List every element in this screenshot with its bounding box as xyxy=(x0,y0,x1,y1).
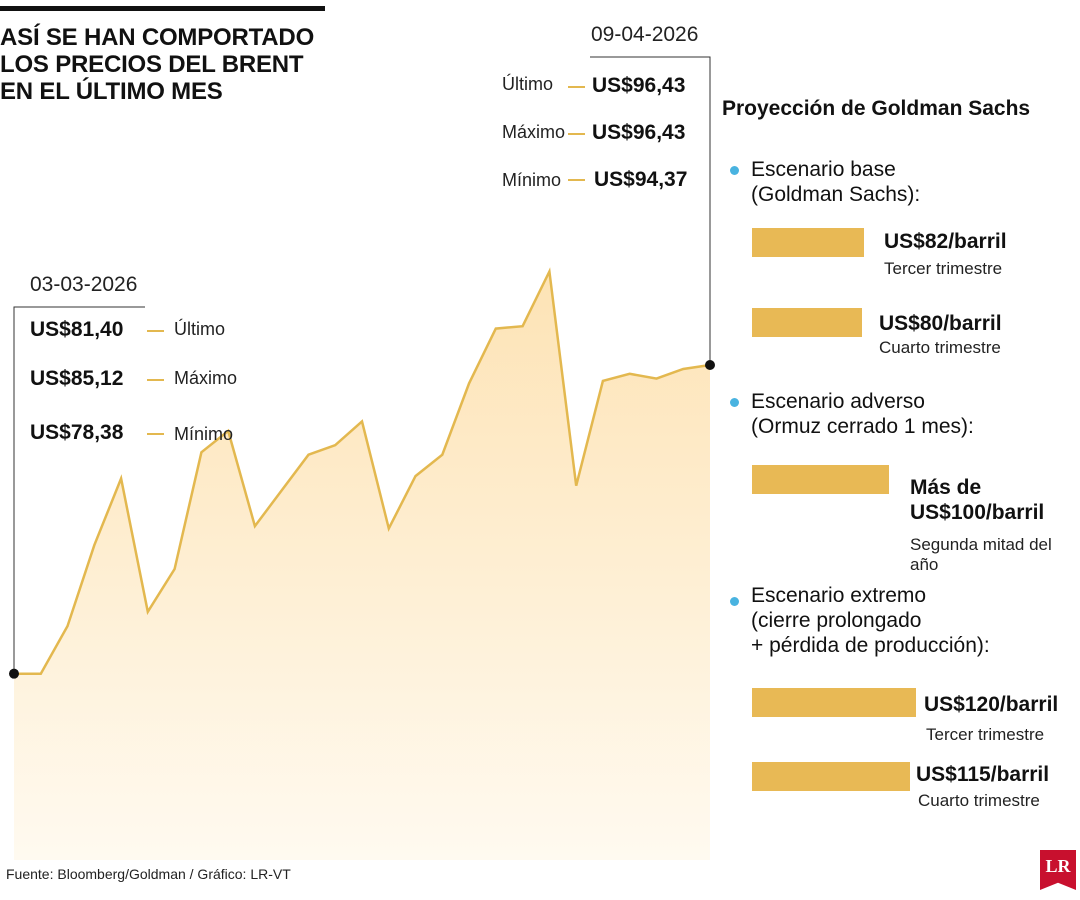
projection-bar xyxy=(752,465,889,494)
scenario-line: Escenario adverso xyxy=(751,390,925,413)
value-line: US$80/barril xyxy=(879,312,1002,335)
stat-tick xyxy=(568,86,585,88)
start-max-label: Máximo xyxy=(174,368,238,388)
title-line: EN EL ÚLTIMO MES xyxy=(0,78,223,105)
projection-bar xyxy=(752,688,916,717)
title-rule xyxy=(0,6,325,11)
start-max-value: US$85,12 xyxy=(30,367,124,390)
start-last-label: Último xyxy=(174,319,226,339)
end-max-value: US$96,43 xyxy=(592,121,686,144)
projection-title: Proyección de Goldman Sachs xyxy=(722,97,1031,120)
end-date: 09-04-2026 xyxy=(591,23,699,46)
scenario-line: (cierre prolongado xyxy=(751,609,922,632)
source-note: Fuente: Bloomberg/Goldman / Gráfico: LR-… xyxy=(6,866,291,882)
scenario-base-text: Escenario base (Goldman Sachs): xyxy=(751,157,920,207)
value-line: US$120/barril xyxy=(924,693,1059,716)
projection-period: Cuarto trimestre xyxy=(879,338,1001,357)
end-max-label: Máximo xyxy=(502,122,566,142)
chart-title: ASÍ SE HAN COMPORTADO LOS PRECIOS DEL BR… xyxy=(0,24,340,105)
end-min-value: US$94,37 xyxy=(594,168,688,191)
projection-period: Segunda mitad del año xyxy=(910,535,1052,574)
stat-tick xyxy=(147,330,164,332)
projection-value: Más de US$100/barril xyxy=(910,475,1044,525)
start-last-value: US$81,40 xyxy=(30,318,124,341)
projection-bar xyxy=(752,228,864,257)
projection-period: Cuarto trimestre xyxy=(918,791,1040,810)
end-last-label: Último xyxy=(502,74,554,94)
scenario-line: + pérdida de producción): xyxy=(751,634,990,657)
start-min-value: US$78,38 xyxy=(30,421,124,444)
scenario-adverse-text: Escenario adverso (Ormuz cerrado 1 mes): xyxy=(751,389,974,439)
title-line: LOS PRECIOS DEL BRENT xyxy=(0,51,304,78)
end-point-marker xyxy=(705,359,715,370)
bullet-icon xyxy=(730,398,739,407)
scenario-line: (Ormuz cerrado 1 mes): xyxy=(751,415,974,438)
projection-bar xyxy=(752,762,910,791)
scenario-extreme-text: Escenario extremo (cierre prolongado + p… xyxy=(751,583,990,658)
price-area xyxy=(14,271,710,860)
projection-value: US$115/barril xyxy=(916,762,1049,787)
price-chart xyxy=(9,56,715,860)
value-line: US$82/barril xyxy=(884,230,1007,253)
end-last-value: US$96,43 xyxy=(592,74,686,97)
start-date: 03-03-2026 xyxy=(30,273,138,296)
scenario-line: (Goldman Sachs): xyxy=(751,183,921,206)
end-min-label: Mínimo xyxy=(502,170,562,190)
projection-period: Tercer trimestre xyxy=(884,259,1003,278)
scenario-line: Escenario extremo xyxy=(751,584,927,607)
projection-value: US$82/barril xyxy=(884,229,1007,254)
end-leader-line xyxy=(590,56,711,365)
projection-value: US$120/barril xyxy=(924,692,1058,717)
projection-period: Tercer trimestre xyxy=(926,725,1045,744)
value-line: US$115/barril xyxy=(916,763,1050,786)
title-line: ASÍ SE HAN COMPORTADO xyxy=(0,24,315,51)
projection-value: US$80/barril xyxy=(879,311,1002,336)
value-line: US$100/barril xyxy=(910,501,1045,524)
stat-tick xyxy=(568,179,585,181)
stat-tick xyxy=(147,433,164,435)
start-min-label: Mínimo xyxy=(174,424,234,444)
price-line xyxy=(14,267,711,675)
bullet-icon xyxy=(730,166,739,175)
value-line: Más de xyxy=(910,476,982,499)
scenario-line: Escenario base xyxy=(751,158,896,181)
projection-bar xyxy=(752,308,862,337)
stat-tick xyxy=(147,379,164,381)
start-leader-line xyxy=(13,306,145,674)
bullet-icon xyxy=(730,597,739,606)
lr-logo: LR xyxy=(1040,850,1076,890)
start-point-marker xyxy=(9,668,19,679)
stat-tick xyxy=(568,133,585,135)
